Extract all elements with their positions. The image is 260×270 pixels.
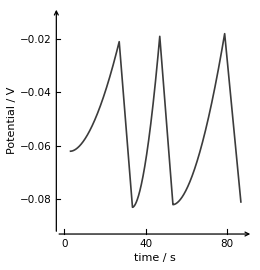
Y-axis label: Potential / V: Potential / V [7, 87, 17, 154]
X-axis label: time / s: time / s [134, 253, 176, 263]
